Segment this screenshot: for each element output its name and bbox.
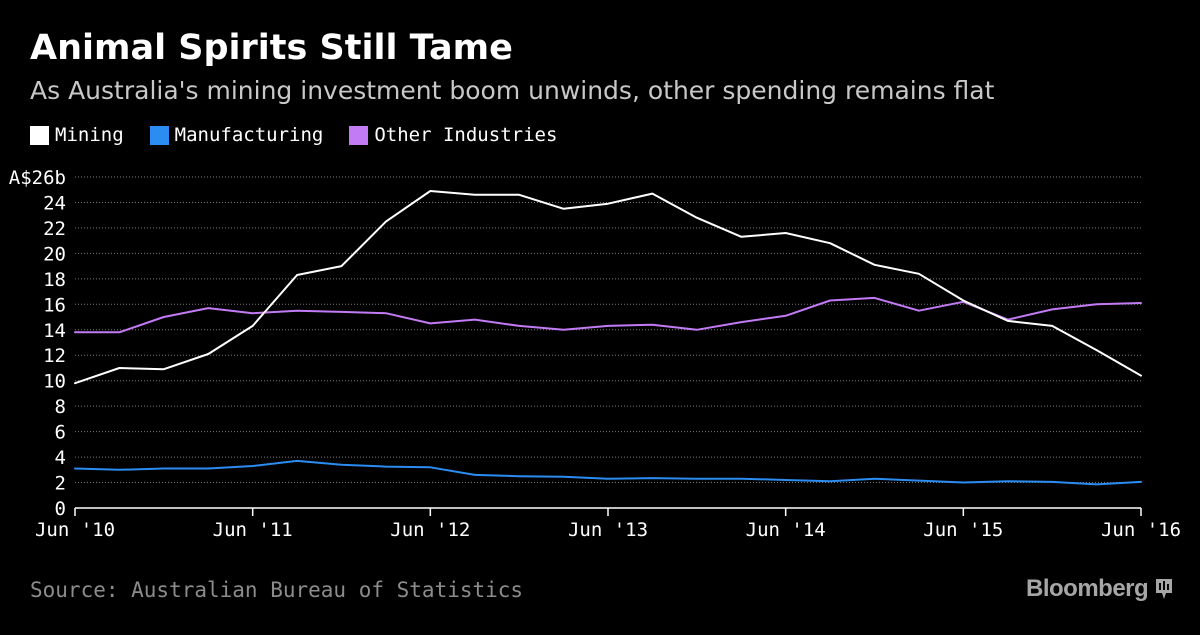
y-tick-label: 24 <box>43 192 66 214</box>
y-tick-label: 10 <box>43 371 66 393</box>
y-tick-label: A$26b <box>9 167 66 189</box>
legend-swatch-mining <box>30 125 49 145</box>
y-tick-label: 0 <box>55 498 66 520</box>
x-tick-label: Jun '13 <box>568 519 648 541</box>
y-tick-label: 4 <box>55 447 66 469</box>
x-tick-label: Jun '16 <box>1101 519 1181 541</box>
x-tick-label: Jun '14 <box>746 519 826 541</box>
y-tick-label: 18 <box>43 269 66 291</box>
x-tick-label: Jun '12 <box>390 519 470 541</box>
y-tick-label: 8 <box>55 396 66 418</box>
legend-label-manufacturing: Manufacturing <box>174 124 324 146</box>
series-line-other-industries <box>74 296 1142 334</box>
bloomberg-logo: Bloomberg <box>1026 575 1174 603</box>
series-line-manufacturing <box>74 459 1142 486</box>
x-tick-label: Jun '11 <box>213 519 293 541</box>
legend-label-other-industries: Other Industries <box>374 124 558 146</box>
legend-item-manufacturing: Manufacturing <box>149 124 324 146</box>
x-tick-label: Jun '10 <box>35 519 115 541</box>
legend-item-mining: Mining <box>30 124 124 146</box>
source-note: Source: Australian Bureau of Statistics <box>30 578 524 602</box>
legend: Mining Manufacturing Other Industries <box>30 124 583 146</box>
y-tick-label: 20 <box>43 243 66 265</box>
brand-name: Bloomberg <box>1026 575 1149 602</box>
series-layer <box>74 190 1142 486</box>
x-tick-label: Jun '15 <box>923 519 1003 541</box>
y-tick-label: 14 <box>43 320 66 342</box>
series-line-mining <box>74 190 1142 385</box>
y-tick-label: 2 <box>55 473 66 495</box>
y-tick-label: 22 <box>43 218 66 240</box>
y-tick-label: 12 <box>43 345 66 367</box>
y-tick-label: 6 <box>55 422 66 444</box>
chart-title: Animal Spirits Still Tame <box>30 28 513 68</box>
chart-subtitle: As Australia's mining investment boom un… <box>30 76 995 105</box>
legend-item-other-industries: Other Industries <box>349 124 557 146</box>
legend-swatch-other-industries <box>349 125 369 145</box>
chat-bubble-icon <box>1154 578 1174 600</box>
legend-label-mining: Mining <box>55 124 124 146</box>
y-tick-label: 16 <box>43 294 66 316</box>
legend-swatch-manufacturing <box>149 125 169 145</box>
grid-layer <box>75 176 1141 509</box>
